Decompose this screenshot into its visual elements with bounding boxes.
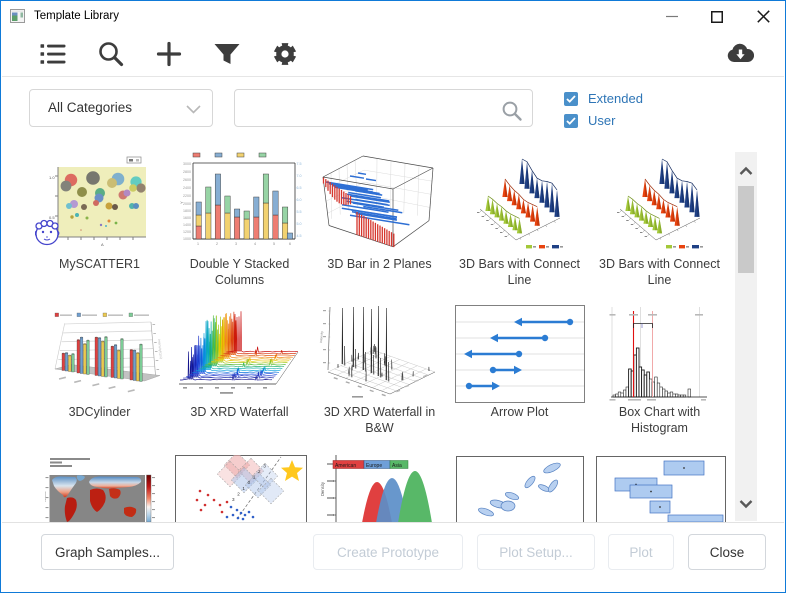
- svg-text:2600: 2600: [183, 178, 191, 182]
- svg-text:2: 2: [258, 469, 261, 474]
- svg-text:1.0: 1.0: [49, 175, 55, 180]
- svg-text:2200: 2200: [183, 194, 191, 198]
- svg-text:0: 0: [248, 480, 251, 485]
- svg-text:1000: 1000: [183, 237, 191, 241]
- svg-text:1600: 1600: [183, 216, 191, 220]
- svg-text:7.0: 7.0: [297, 174, 302, 178]
- svg-text:1400: 1400: [183, 223, 191, 227]
- svg-text:Asia: Asia: [392, 463, 402, 469]
- svg-text:Density: Density: [320, 481, 325, 496]
- svg-text:5.0: 5.0: [297, 222, 302, 226]
- svg-text:2000: 2000: [183, 202, 191, 206]
- svg-text:5.5: 5.5: [297, 210, 302, 214]
- svg-text:2400: 2400: [183, 186, 191, 190]
- svg-text:Europe: Europe: [366, 463, 382, 469]
- svg-text:Y: Y: [179, 201, 184, 204]
- svg-text:4.5: 4.5: [297, 234, 302, 238]
- svg-text:2: 2: [237, 491, 240, 496]
- svg-text:3: 3: [235, 242, 237, 246]
- svg-text:6.0: 6.0: [297, 198, 302, 202]
- svg-text:6.5: 6.5: [297, 186, 302, 190]
- svg-text:A: A: [101, 242, 104, 247]
- svg-text:2: 2: [216, 242, 218, 246]
- svg-text:7.5: 7.5: [297, 162, 302, 166]
- svg-text:1: 1: [242, 486, 245, 491]
- svg-text:0.5: 0.5: [49, 215, 55, 220]
- svg-text:4: 4: [254, 242, 256, 246]
- svg-text:6: 6: [289, 242, 291, 246]
- svg-text:5: 5: [273, 242, 275, 246]
- svg-text:Intensity: Intensity: [319, 331, 324, 344]
- svg-text:1800: 1800: [183, 209, 191, 213]
- svg-text:3000: 3000: [183, 162, 191, 166]
- svg-text:2800: 2800: [183, 170, 191, 174]
- svg-text:Latitude: Latitude: [45, 491, 47, 502]
- svg-text:1: 1: [197, 242, 199, 246]
- svg-text:Intensity(cps): Intensity(cps): [157, 339, 163, 359]
- svg-text:3: 3: [232, 497, 235, 502]
- svg-text:1: 1: [253, 475, 256, 480]
- svg-text:American: American: [335, 463, 356, 469]
- svg-text:1200: 1200: [183, 230, 191, 234]
- svg-text:3: 3: [263, 463, 266, 468]
